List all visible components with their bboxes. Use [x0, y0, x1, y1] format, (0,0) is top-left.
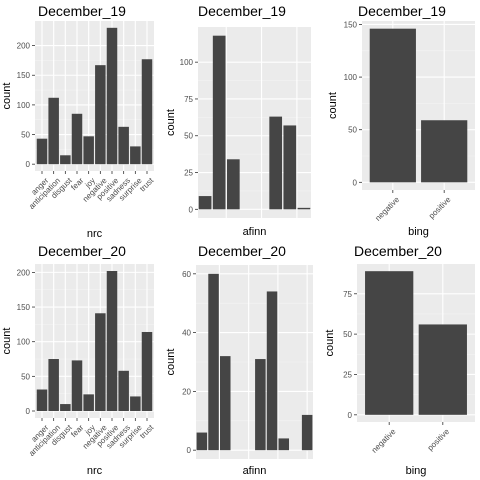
bar-negative [95, 313, 106, 411]
bar--3 [208, 273, 219, 451]
bar-sadness [118, 370, 129, 411]
bar--3 [212, 35, 226, 210]
bar-joy [83, 394, 94, 411]
bar-fear [71, 113, 83, 165]
y-tick-label: 50 [184, 132, 193, 141]
y-tick-label: 75 [343, 290, 352, 299]
x-axis-title: bing [406, 465, 427, 477]
y-tick-label: 200 [17, 268, 31, 277]
bar-joy [83, 136, 94, 165]
x-tick-label-negative: negative [373, 195, 401, 223]
y-tick-label: 0 [26, 160, 31, 169]
y-tick-label: 50 [21, 372, 30, 381]
x-axis-title: afinn [243, 465, 267, 477]
x-axis-title: nrc [87, 465, 103, 477]
y-tick-label: 100 [17, 101, 31, 110]
x-axis-title: afinn [243, 226, 267, 238]
bar-3 [297, 207, 311, 210]
bar-1 [269, 116, 283, 210]
bar-surprise [130, 146, 141, 165]
y-tick-label: 50 [343, 330, 352, 339]
y-axis-title: count [327, 92, 339, 119]
panel-title: December_20 [38, 243, 126, 259]
bar-fear [71, 360, 83, 411]
x-tick-label-positive: positive [427, 195, 453, 221]
panel-title: December_19 [198, 3, 286, 19]
y-axis-title: count [165, 349, 177, 376]
bar-1 [255, 359, 266, 451]
bar-anger [36, 389, 48, 411]
panel-title: December_19 [38, 3, 126, 19]
bar-positive [421, 120, 468, 183]
bar-negative [95, 65, 106, 165]
y-tick-label: 0 [353, 178, 358, 187]
bar-disgust [60, 155, 71, 165]
y-tick-label: 100 [17, 338, 31, 347]
y-tick-label: 50 [348, 126, 357, 135]
y-tick-label: 20 [182, 387, 191, 396]
bar-trust [141, 59, 153, 165]
bar--4 [196, 432, 208, 451]
y-tick-label: 150 [17, 71, 31, 80]
bar-anticipation [48, 359, 59, 411]
y-tick-label: 200 [17, 42, 31, 51]
bar--4 [198, 196, 212, 210]
chart-panel-1: 050100150200angeranticipationdisgustfear… [1, 3, 156, 240]
bar-trust [141, 331, 153, 411]
y-tick-label: 0 [189, 205, 194, 214]
bar-5 [301, 414, 313, 451]
bar-surprise [130, 396, 141, 411]
bar-positive [106, 27, 118, 165]
y-tick-label: 25 [184, 169, 193, 178]
bar-negative [369, 28, 416, 183]
bar-disgust [60, 404, 71, 411]
bar--2 [219, 356, 231, 451]
bar-anticipation [48, 97, 59, 165]
bar-sadness [118, 126, 129, 165]
y-axis-title: count [1, 328, 13, 355]
bar-2 [266, 291, 278, 451]
y-tick-label: 150 [344, 20, 358, 29]
y-tick-label: 50 [21, 131, 30, 140]
chart-panel-3: 0 50 100 150 negative positive December_19bing… [327, 3, 475, 238]
x-tick-label-trust: trust [138, 422, 156, 440]
bar-negative [365, 271, 414, 415]
y-tick-label: 100 [180, 58, 194, 67]
panel-title: December_20 [198, 243, 286, 259]
y-tick-label: 100 [344, 73, 358, 82]
y-axis-title: count [1, 83, 13, 110]
bar-2 [283, 125, 297, 210]
x-tick-label-trust: trust [138, 175, 156, 193]
y-tick-label: 0 [26, 407, 31, 416]
bar-anger [36, 138, 48, 165]
x-axis-title: nrc [87, 228, 103, 240]
y-tick-label: 150 [17, 303, 31, 312]
panel-title: December_20 [354, 243, 442, 259]
y-tick-label: 40 [182, 329, 191, 338]
bar-positive [418, 324, 467, 415]
bar-positive [106, 271, 118, 411]
y-axis-title: count [165, 109, 177, 136]
bar--2 [226, 159, 240, 210]
y-tick-label: 60 [182, 270, 191, 279]
y-axis-title: count [324, 330, 336, 357]
x-tick-label-negative: negative [370, 427, 398, 455]
y-tick-label: 25 [343, 370, 352, 379]
x-tick-label-positive: positive [426, 427, 452, 453]
chart-panel-4: 050100150200angeranticipationdisgustfear… [1, 243, 156, 477]
x-axis-title: bing [408, 226, 429, 238]
y-tick-label: 75 [184, 95, 193, 104]
bar-3 [278, 438, 290, 451]
y-tick-label: 0 [187, 446, 192, 455]
y-tick-label: 0 [348, 411, 353, 420]
panel-title: December_19 [358, 3, 446, 19]
